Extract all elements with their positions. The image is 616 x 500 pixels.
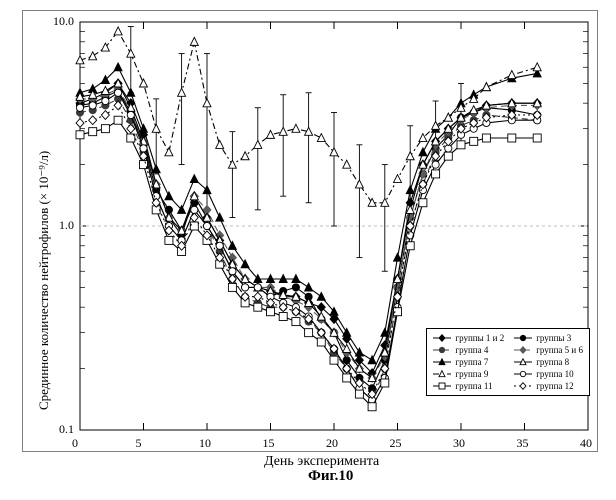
legend: группы 1 и 2 группы 3 группа 4 группа 5 и 6…	[426, 328, 590, 396]
legend-item: группы 3	[514, 333, 583, 343]
y-tick-label: 10.0	[53, 14, 74, 29]
legend-label: группы 3	[536, 333, 571, 343]
legend-item: группа 11	[433, 381, 504, 391]
legend-swatch	[514, 381, 532, 391]
legend-swatch	[433, 333, 451, 343]
legend-swatch	[514, 345, 532, 355]
legend-item: группа 12	[514, 381, 583, 391]
legend-label: группа 9	[455, 369, 488, 379]
x-tick-label: 5	[136, 436, 142, 451]
x-tick-label: 35	[517, 436, 529, 451]
legend-item: группа 9	[433, 369, 504, 379]
legend-label: группа 8	[536, 357, 569, 367]
legend-swatch	[433, 381, 451, 391]
legend-label: группа 11	[455, 381, 492, 391]
x-tick-label: 20	[326, 436, 338, 451]
legend-label: группа 10	[536, 369, 573, 379]
legend-swatch	[433, 369, 451, 379]
legend-swatch	[514, 369, 532, 379]
x-tick-label: 40	[580, 436, 592, 451]
legend-swatch	[433, 345, 451, 355]
legend-item: группа 4	[433, 345, 504, 355]
legend-label: группы 1 и 2	[455, 333, 504, 343]
legend-swatch	[514, 333, 532, 343]
legend-label: группа 5 и 6	[536, 345, 583, 355]
x-tick-label: 25	[390, 436, 402, 451]
legend-item: группы 1 и 2	[433, 333, 504, 343]
legend-label: группа 4	[455, 345, 488, 355]
legend-item: группа 5 и 6	[514, 345, 583, 355]
x-tick-label: 15	[263, 436, 275, 451]
legend-item: группа 8	[514, 357, 583, 367]
y-axis-label: Срединное количество нейтрофилов (× 10⁻⁹…	[36, 151, 52, 410]
x-tick-label: 30	[453, 436, 465, 451]
y-tick-label: 1.0	[59, 218, 74, 233]
legend-item: группа 10	[514, 369, 583, 379]
legend-swatch	[433, 357, 451, 367]
legend-swatch	[514, 357, 532, 367]
legend-label: группа 7	[455, 357, 488, 367]
figure-label: Фиг.10	[308, 468, 353, 485]
legend-item: группа 7	[433, 357, 504, 367]
y-tick-label: 0.1	[59, 422, 74, 437]
x-tick-label: 10	[199, 436, 211, 451]
legend-label: группа 12	[536, 381, 573, 391]
x-tick-label: 0	[72, 436, 78, 451]
